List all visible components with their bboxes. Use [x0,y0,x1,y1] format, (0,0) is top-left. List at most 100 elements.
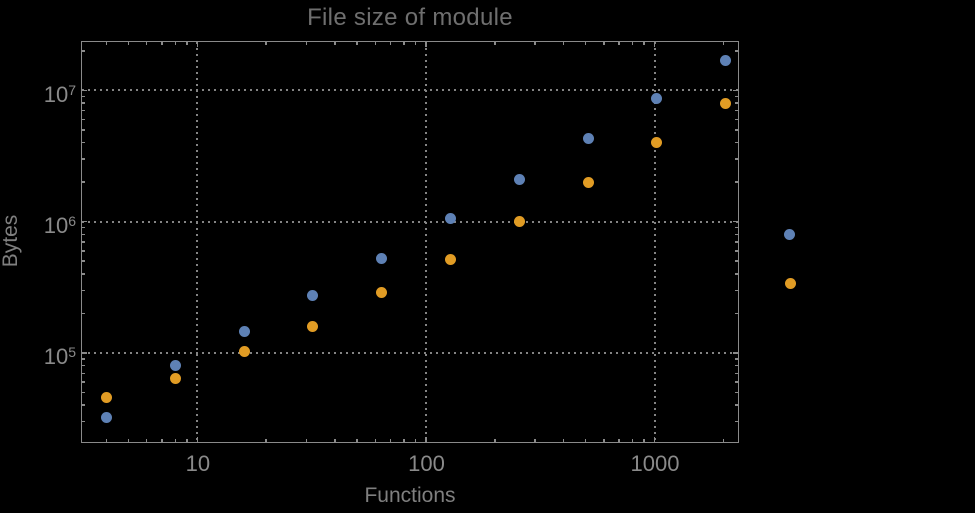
y-tick-exponent: 7 [68,81,76,98]
y-axis-minor-tick [82,391,85,394]
x-axis-minor-tick [145,439,148,442]
y-axis-minor-tick-right [735,129,738,131]
y-axis-minor-tick [82,381,85,383]
gridline-vertical [196,42,199,442]
data-point-orange [720,97,732,109]
x-axis-minor-tick [186,439,188,442]
x-axis-minor-tick-top [562,42,565,45]
y-axis-minor-tick [82,358,85,360]
y-axis-minor-tick-right [735,118,738,121]
x-tick-label: 1000 [630,451,680,476]
y-axis-minor-tick-right [735,241,738,243]
x-axis-minor-tick [584,439,587,442]
x-axis-minor-tick [334,439,336,442]
y-axis-minor-tick [82,158,85,160]
x-axis-minor-tick-top [127,42,130,45]
y-axis-minor-tick [82,289,85,292]
y-axis-minor-tick [82,129,85,131]
x-axis-minor-tick [265,439,267,442]
x-axis-minor-tick-top [174,42,176,45]
y-axis-minor-tick-right [735,381,738,383]
data-point-blue [376,252,388,264]
y-axis-minor-tick [82,273,85,275]
y-axis-minor-tick-right [735,95,738,98]
gridline-horizontal [82,89,738,92]
x-axis-minor-tick-top [618,42,620,45]
x-axis-minor-tick [374,439,376,442]
data-point-blue [444,212,456,224]
y-axis-major-tick-right [733,89,738,92]
x-axis-minor-tick [631,439,634,442]
x-axis-minor-tick [356,439,358,442]
x-axis-minor-tick-top [494,42,496,45]
y-axis-minor-tick [82,241,85,243]
x-axis-minor-tick [127,439,130,442]
x-axis-minor-tick-top [186,42,188,45]
y-axis-minor-tick [82,420,85,423]
data-point-orange [100,391,112,403]
data-point-blue [238,326,250,338]
y-axis-minor-tick-right [735,312,738,315]
data-point-orange [376,286,388,298]
y-axis-minor-tick-right [735,372,738,375]
x-axis-minor-tick-top [722,42,725,45]
y-tick-exponent: 5 [68,344,76,361]
x-axis-minor-tick-top [334,42,336,45]
x-axis-minor-tick-top [631,42,634,45]
x-axis-minor-tick-top [534,42,536,45]
y-axis-major-tick [82,220,87,223]
y-axis-minor-tick [82,109,85,112]
y-axis-minor-tick-right [735,158,738,160]
data-point-blue [582,133,594,145]
x-axis-minor-tick-top [389,42,392,45]
y-axis-minor-tick-right [735,250,738,252]
x-axis-minor-tick [105,439,108,442]
x-axis-minor-tick-top [145,42,148,45]
data-point-blue [720,54,732,66]
y-axis-minor-tick-right [735,109,738,112]
x-axis-minor-tick-top [603,42,605,45]
x-axis-minor-tick [161,439,163,442]
x-axis-minor-tick [603,439,605,442]
data-point-blue [307,289,319,301]
x-axis-major-tick [425,437,427,442]
data-point-orange [513,216,525,228]
y-axis-minor-tick-right [735,364,738,367]
chart-title: File size of module [307,4,513,31]
x-axis-major-tick-top [425,42,427,47]
data-point-orange [307,320,319,332]
data-point-orange [651,137,663,149]
y-axis-minor-tick [82,404,85,406]
y-axis-minor-tick-right [735,260,738,262]
y-axis-minor-tick-right [735,233,738,236]
gridline-horizontal [82,220,738,223]
y-axis-minor-tick [82,312,85,315]
x-axis-minor-tick [722,439,725,442]
x-axis-minor-tick-top [265,42,267,45]
x-axis-minor-tick [389,439,392,442]
y-tick-label: 106 [14,209,76,238]
x-tick-label: 10 [185,451,211,476]
y-axis-minor-tick [82,141,85,144]
y-axis-minor-tick-right [735,226,738,229]
x-axis-major-tick-top [196,42,199,47]
y-axis-minor-tick-right [735,420,738,423]
y-axis-minor-tick-right [735,289,738,292]
data-point-orange [169,372,181,384]
x-axis-minor-tick-top [105,42,108,45]
x-axis-minor-tick-top [403,42,405,45]
y-axis-minor-tick [82,118,85,121]
y-axis-major-tick [82,89,87,92]
y-tick-label: 107 [14,78,76,107]
y-axis-minor-tick [82,372,85,375]
data-point-blue [651,92,663,104]
x-axis-minor-tick-top [305,42,308,45]
gridline-vertical [424,42,427,442]
plot-frame [81,41,739,443]
y-tick-label: 105 [14,340,76,369]
legend-marker-blue [783,228,795,240]
y-tick-base: 10 [43,213,69,239]
x-axis-major-tick [653,437,656,442]
y-axis-minor-tick-right [735,102,738,104]
